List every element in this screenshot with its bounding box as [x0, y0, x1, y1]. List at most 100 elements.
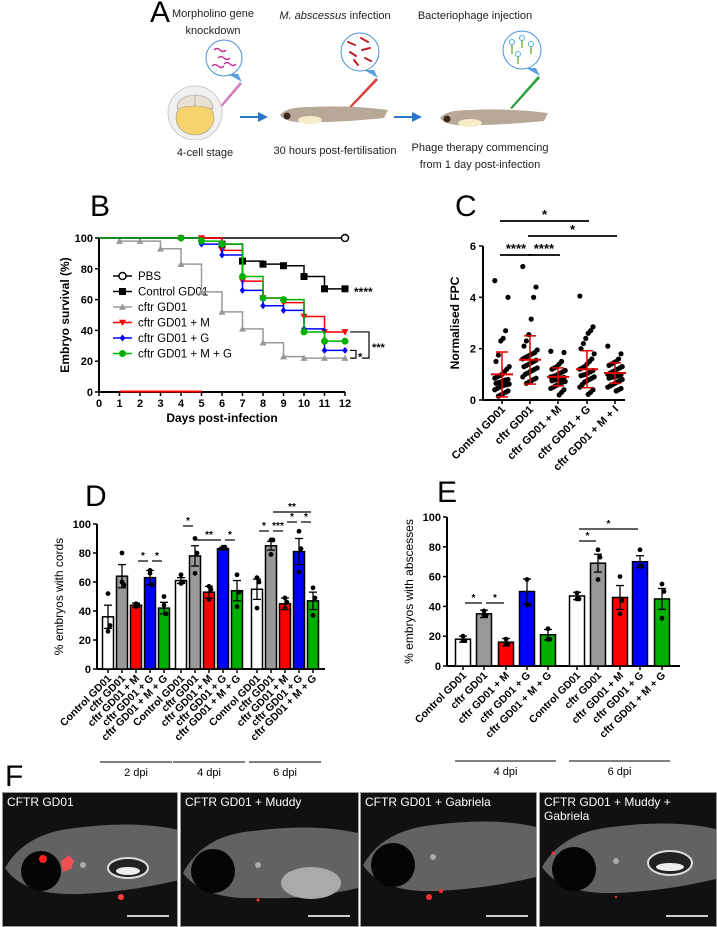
data-point-marker — [119, 319, 126, 326]
data-point — [619, 598, 625, 603]
y-tick-label: 2 — [470, 344, 476, 356]
data-point — [524, 602, 530, 608]
data-point — [574, 596, 580, 602]
data-point-marker — [260, 302, 266, 310]
data-point-marker — [119, 350, 126, 357]
data-point — [585, 391, 591, 397]
data-point — [606, 362, 612, 368]
data-point — [107, 623, 113, 628]
x-tick-label: 9 — [280, 398, 286, 410]
data-point — [270, 537, 276, 543]
data-point — [192, 536, 198, 541]
bar — [475, 613, 493, 667]
x-tick-label: 11 — [319, 398, 331, 410]
zebrafish-larva-icon — [280, 106, 388, 124]
data-point — [149, 582, 155, 588]
data-point-marker — [219, 251, 225, 259]
bar — [568, 595, 586, 667]
data-point — [585, 330, 591, 336]
step1-caption: 4-cell stage — [176, 147, 234, 159]
data-point — [296, 569, 302, 575]
y-axis-label: % embryos with abscesses — [402, 519, 416, 664]
data-point — [613, 388, 619, 394]
group-label: 6 dpi — [273, 767, 297, 779]
y-tick-label: 40 — [429, 601, 441, 613]
data-point — [236, 589, 242, 595]
data-point-marker — [342, 346, 348, 354]
data-point — [637, 547, 643, 553]
data-point — [163, 611, 169, 617]
micrograph-label: CFTR GD01 + Muddy + Gabriela — [544, 795, 671, 823]
x-tick-label: 1 — [116, 398, 122, 410]
y-tick-label: 100 — [73, 519, 91, 531]
significance-label: * — [141, 551, 145, 562]
data-point — [105, 628, 111, 634]
data-point — [595, 547, 601, 553]
data-point — [556, 392, 562, 398]
data-point — [119, 579, 125, 585]
y-tick-label: 20 — [429, 631, 441, 643]
data-point — [495, 352, 501, 358]
data-point-marker — [341, 354, 349, 361]
workflow-diagram — [167, 30, 548, 140]
data-point — [220, 546, 226, 552]
data-point — [583, 335, 589, 341]
significance-label: **** — [354, 285, 373, 299]
data-point — [521, 364, 527, 370]
data-point-marker — [300, 328, 308, 336]
data-point — [548, 385, 554, 392]
data-point-marker — [177, 260, 185, 267]
panel-b-letter: B — [90, 190, 111, 223]
data-point — [147, 570, 153, 576]
data-point — [194, 550, 200, 556]
y-tick-label: 0 — [470, 395, 476, 407]
significance-label: * — [155, 551, 159, 562]
data-point-marker — [118, 271, 127, 281]
panel-f-letter: F — [5, 760, 24, 793]
data-point-marker — [198, 288, 205, 295]
data-point-marker — [218, 240, 226, 248]
data-point — [234, 604, 240, 610]
x-tick-label: 4 — [178, 398, 185, 410]
data-point-marker — [239, 273, 246, 280]
data-point — [493, 380, 499, 386]
micrograph-cftr: CFTR GD01 — [2, 792, 178, 927]
data-point — [208, 586, 214, 592]
data-point — [310, 585, 316, 591]
data-point — [531, 294, 537, 300]
data-point-marker — [340, 233, 350, 243]
zebrafish-micrograph-image — [183, 827, 358, 902]
bar — [454, 638, 472, 667]
data-point — [284, 599, 290, 605]
panel-d-letter: D — [85, 480, 107, 513]
y-axis-label: % embryos with cords — [52, 538, 66, 655]
data-point — [498, 338, 504, 344]
data-point-marker — [300, 273, 308, 280]
panel-e-letter: E — [437, 476, 458, 509]
data-point — [548, 348, 554, 354]
data-point — [460, 633, 466, 639]
data-point — [254, 605, 260, 611]
significance-bracket — [350, 349, 357, 359]
step1-title: Morpholino gene knockdown — [172, 8, 254, 37]
data-point-marker — [321, 337, 328, 345]
data-point-marker — [321, 354, 328, 361]
data-point — [605, 384, 611, 390]
data-point-marker — [259, 339, 267, 346]
data-point — [617, 574, 623, 579]
y-tick-label: 100 — [75, 233, 93, 245]
x-tick-label: 3 — [157, 398, 163, 410]
y-tick-label: 40 — [79, 606, 91, 618]
data-point — [591, 351, 597, 357]
data-point — [161, 602, 167, 608]
x-tick-label: 6 — [219, 398, 225, 410]
micrograph-cftr-muddy: CFTR GD01 + Muddy — [180, 792, 359, 927]
group-label: 6 dpi — [608, 766, 632, 778]
data-point-marker — [280, 296, 287, 304]
data-point — [578, 373, 584, 379]
data-point — [605, 343, 611, 349]
